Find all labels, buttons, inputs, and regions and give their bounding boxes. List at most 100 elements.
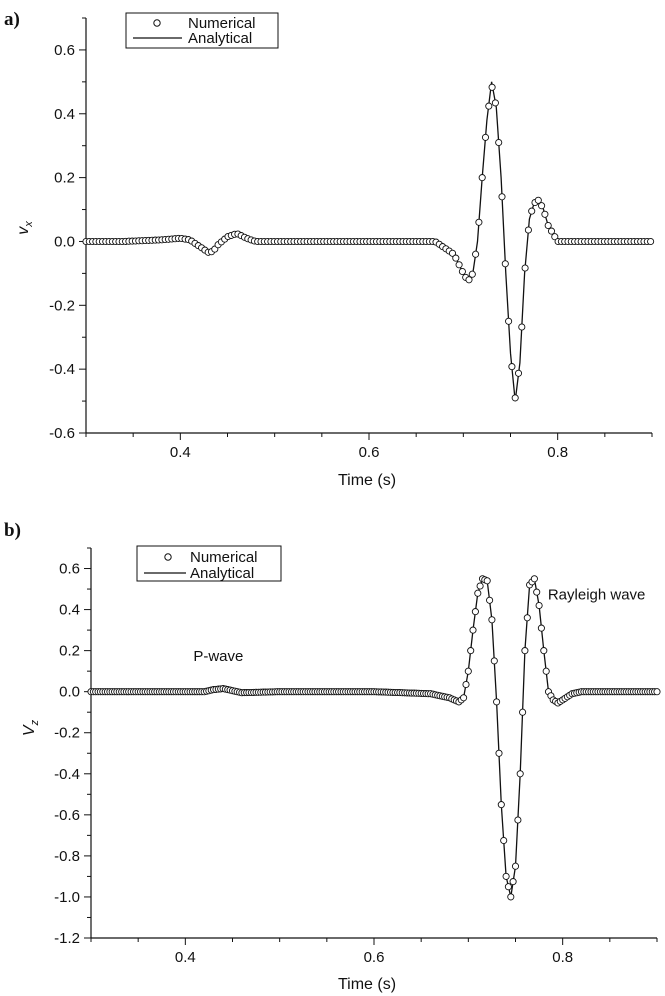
series-numerical-point xyxy=(514,816,522,824)
y-tick-label: 0.4 xyxy=(54,106,75,123)
x-tick-label: 0.8 xyxy=(552,949,573,966)
panel-label-b: b) xyxy=(4,520,21,541)
y-tick-label: -0.6 xyxy=(49,425,75,442)
y-tick-label: 0.6 xyxy=(59,561,80,578)
legend-label-analytical: Analytical xyxy=(188,30,252,47)
legend-box xyxy=(136,545,282,582)
series-numerical-point xyxy=(508,363,516,371)
series-numerical-point xyxy=(519,708,527,716)
legend-label-analytical: Analytical xyxy=(190,565,254,582)
series-numerical-point xyxy=(488,616,496,624)
series-numerical-point xyxy=(534,196,542,204)
y-tick-label: 0.2 xyxy=(59,643,80,660)
series-numerical-point xyxy=(478,174,486,182)
series-numerical-point xyxy=(507,893,515,901)
series-numerical-point xyxy=(521,647,529,655)
series-numerical-point xyxy=(486,596,494,604)
series-numerical-point xyxy=(518,323,526,331)
y-tick-label: -0.8 xyxy=(54,848,80,865)
series-numerical-point xyxy=(497,801,505,809)
x-axis-title: Time (s) xyxy=(338,472,396,489)
panel-b-tick-group: 0.4 0.6 0.8 -1.2 -1.0 -0.8 -0.6 -0.4 -0.2 0.0 0.2 0… xyxy=(54,547,658,966)
series-numerical-point xyxy=(462,680,470,689)
series-numerical-point xyxy=(468,270,476,278)
series-numerical-point xyxy=(511,394,519,402)
series-numerical-point xyxy=(465,276,473,284)
series-numerical-point xyxy=(533,588,541,596)
x-tick-label: 0.8 xyxy=(547,444,568,461)
panel-b-axes xyxy=(90,548,657,939)
series-numerical-point xyxy=(502,872,510,880)
y-tick-label: 0.4 xyxy=(59,602,80,619)
series-numerical-point xyxy=(491,99,499,107)
y-axis-main: v xyxy=(15,226,32,235)
legend: Numerical Analytical xyxy=(125,12,279,49)
panel-b: b) 0.4 0.6 0.8-1.2-1.0-0.8-0.6-0.4-0.20.00… xyxy=(4,520,661,993)
series-numerical-point xyxy=(483,577,491,585)
series-numerical-point xyxy=(537,624,545,632)
series-numerical-point xyxy=(485,102,493,110)
legend-numerical-marker xyxy=(153,19,161,27)
panel-a-axes xyxy=(85,18,652,434)
series-numerical-point xyxy=(493,698,501,706)
series-numerical-point xyxy=(469,626,477,634)
series-numerical-point xyxy=(474,589,482,597)
y-axis-sub: x xyxy=(23,221,35,228)
series-numerical-point xyxy=(452,254,460,262)
x-axis-title: Time (s) xyxy=(338,976,396,993)
series-numerical-point xyxy=(488,83,496,91)
y-tick-label: -0.6 xyxy=(54,807,80,824)
y-tick-label: 0.0 xyxy=(59,684,80,701)
series-numerical-point xyxy=(472,250,480,258)
panel-b-annotations: P-wave Rayleigh wave xyxy=(193,586,645,665)
series-numerical-point xyxy=(538,202,546,210)
series-numerical-point xyxy=(524,226,532,234)
series-numerical-point xyxy=(471,608,479,616)
y-tick-label: 0.6 xyxy=(54,42,75,59)
y-tick-label: 0.0 xyxy=(54,233,75,250)
x-tick-label: 0.4 xyxy=(175,949,196,966)
series-numerical-point xyxy=(504,883,512,891)
series-numerical-point xyxy=(542,667,550,675)
series-numerical-point xyxy=(647,237,655,246)
series-numerical-point xyxy=(464,667,472,675)
y-tick-label: -0.2 xyxy=(54,725,80,742)
annotation-label: P-wave xyxy=(193,648,243,665)
series-numerical-point xyxy=(475,218,483,226)
panel-b-series-group xyxy=(87,575,661,901)
series-numerical-point xyxy=(490,657,498,665)
x-tick-label: 0.4 xyxy=(170,444,191,461)
y-tick-label: -0.4 xyxy=(54,766,80,783)
series-numerical-point xyxy=(511,862,520,870)
series-numerical-point xyxy=(460,694,468,702)
panel-a: a) 0.4 0.6 0.8 -0.6 -0.4 -0.2 0.0 0.2 0.4 0.6 Tim… xyxy=(4,9,655,489)
series-numerical-point xyxy=(547,227,556,235)
series-numerical-point xyxy=(528,207,536,215)
legend-label-numerical: Numerical xyxy=(188,15,256,32)
series-numerical-point xyxy=(448,249,457,257)
legend-label-numerical: Numerical xyxy=(190,549,258,566)
series-numerical-point xyxy=(495,749,503,757)
y-axis-main: V xyxy=(21,724,38,736)
series-numerical-point xyxy=(540,647,548,655)
series-numerical-point xyxy=(530,575,538,583)
series-numerical-point xyxy=(514,369,523,377)
panel-label-a: a) xyxy=(4,9,20,30)
series-numerical-point xyxy=(544,221,552,230)
series-numerical-point xyxy=(541,210,549,218)
y-tick-label: -1.0 xyxy=(54,889,80,906)
series-numerical-point xyxy=(509,878,517,886)
series-numerical-point xyxy=(501,260,509,268)
y-axis-title: Vz xyxy=(21,719,41,736)
series-numerical-point xyxy=(521,264,529,272)
y-tick-label: 0.2 xyxy=(54,170,75,187)
legend: Numerical Analytical xyxy=(136,545,282,582)
series-numerical-point xyxy=(535,601,543,610)
series-numerical-point xyxy=(481,133,490,141)
series-numerical-point xyxy=(516,770,524,778)
x-tick-label: 0.6 xyxy=(359,444,380,461)
legend-numerical-marker xyxy=(164,553,172,561)
series-numerical-point xyxy=(467,647,475,655)
series-numerical-point xyxy=(500,836,508,845)
